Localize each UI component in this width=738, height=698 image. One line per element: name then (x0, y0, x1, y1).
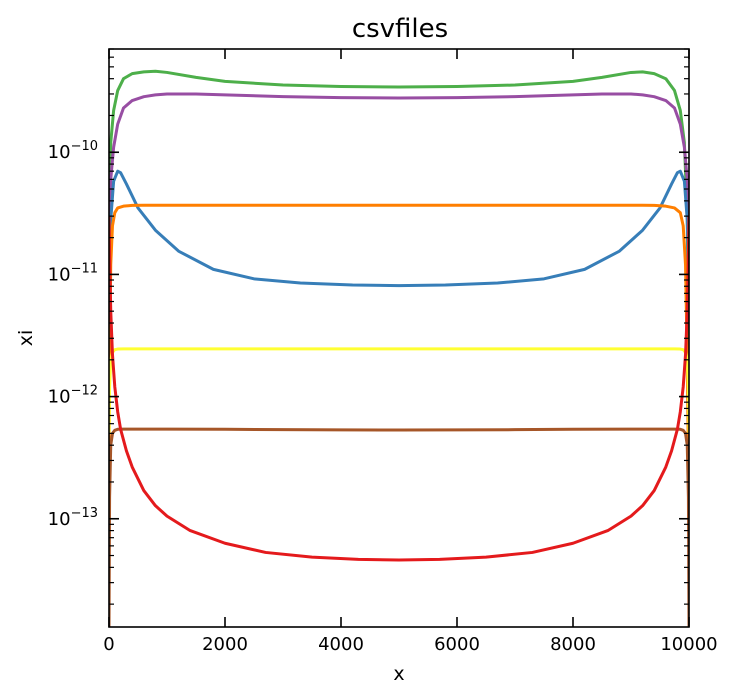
y-tick-label-base: 10 (48, 387, 71, 408)
y-axis-label: xi (15, 330, 37, 347)
plot-frame (108, 48, 690, 628)
y-tick-label-exponent: −13 (71, 506, 98, 521)
series-line-7 (109, 216, 689, 562)
y-tick-label-exponent: −11 (71, 261, 98, 276)
x-axis-label: x (393, 663, 404, 685)
series-line-2 (109, 92, 689, 312)
ticks-layer: 0 2000 4000 6000 8000 1000010−1310−1210−1110−… (48, 48, 718, 655)
series-line-4 (109, 203, 689, 519)
x-tick-label: 6000 (434, 634, 480, 655)
y-tick-label-base: 10 (48, 142, 71, 163)
series-line-1 (109, 69, 689, 397)
x-tick-label: 2000 (202, 634, 248, 655)
y-tick-label-base: 10 (48, 509, 71, 530)
y-tick-label: 10−12 (48, 384, 98, 408)
series-layer (109, 69, 689, 627)
series-line-6 (109, 427, 689, 627)
y-tick-label: 10−13 (48, 506, 98, 530)
x-tick-label: 0 (103, 634, 114, 655)
chart-title: csvfiles (352, 14, 448, 44)
series-line-3 (109, 169, 689, 302)
series-line-5 (109, 347, 689, 434)
y-tick-label-exponent: −10 (71, 139, 98, 154)
y-tick-label: 10−10 (48, 139, 98, 163)
x-tick-label: 8000 (550, 634, 596, 655)
x-tick-label: 4000 (318, 634, 364, 655)
y-tick-label-exponent: −12 (71, 384, 98, 399)
y-tick-label-base: 10 (48, 264, 71, 285)
x-tick-label: 10000 (660, 634, 717, 655)
y-tick-label: 10−11 (48, 261, 98, 285)
